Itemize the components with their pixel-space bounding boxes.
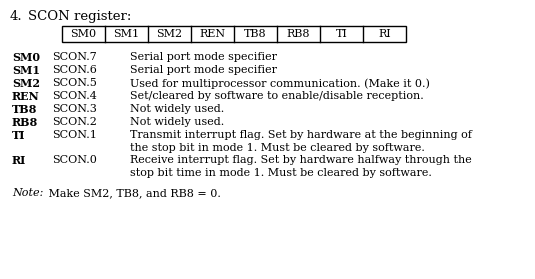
Text: Set/cleared by software to enable/disable reception.: Set/cleared by software to enable/disabl…: [130, 91, 424, 101]
Text: Used for multiprocessor communication. (Make it 0.): Used for multiprocessor communication. (…: [130, 78, 430, 88]
Text: Transmit interrupt flag. Set by hardware at the beginning of: Transmit interrupt flag. Set by hardware…: [130, 130, 472, 140]
Text: TI: TI: [12, 130, 26, 141]
Text: the stop bit in mode 1. Must be cleared by software.: the stop bit in mode 1. Must be cleared …: [130, 143, 425, 153]
Text: TB8: TB8: [244, 29, 267, 39]
Text: SM1: SM1: [113, 29, 140, 39]
Text: SCON.4: SCON.4: [52, 91, 97, 101]
Text: Note:: Note:: [12, 188, 43, 198]
Text: Not widely used.: Not widely used.: [130, 104, 224, 114]
Text: 4.: 4.: [10, 10, 22, 23]
Text: SM2: SM2: [12, 78, 40, 89]
Text: SM2: SM2: [156, 29, 182, 39]
Text: stop bit time in mode 1. Must be cleared by software.: stop bit time in mode 1. Must be cleared…: [130, 168, 432, 178]
Text: RI: RI: [12, 155, 26, 166]
Text: SCON.3: SCON.3: [52, 104, 97, 114]
Bar: [62, 26, 406, 42]
Text: Receive interrupt flag. Set by hardware halfway through the: Receive interrupt flag. Set by hardware …: [130, 155, 472, 165]
Text: RI: RI: [378, 29, 391, 39]
Text: SCON.0: SCON.0: [52, 155, 97, 165]
Text: SCON register:: SCON register:: [28, 10, 132, 23]
Text: RB8: RB8: [12, 117, 38, 128]
Text: REN: REN: [200, 29, 226, 39]
Text: Serial port mode specifier: Serial port mode specifier: [130, 52, 277, 62]
Text: SCON.1: SCON.1: [52, 130, 97, 140]
Text: SM0: SM0: [12, 52, 40, 63]
Text: REN: REN: [12, 91, 40, 102]
Text: SM0: SM0: [71, 29, 96, 39]
Text: Serial port mode specifier: Serial port mode specifier: [130, 65, 277, 75]
Text: TB8: TB8: [12, 104, 37, 115]
Text: SCON.5: SCON.5: [52, 78, 97, 88]
Text: Make SM2, TB8, and RB8 = 0.: Make SM2, TB8, and RB8 = 0.: [38, 188, 221, 198]
Text: SCON.2: SCON.2: [52, 117, 97, 127]
Text: TI: TI: [335, 29, 347, 39]
Text: SCON.6: SCON.6: [52, 65, 97, 75]
Text: SCON.7: SCON.7: [52, 52, 97, 62]
Text: SM1: SM1: [12, 65, 40, 76]
Text: RB8: RB8: [287, 29, 310, 39]
Text: Not widely used.: Not widely used.: [130, 117, 224, 127]
